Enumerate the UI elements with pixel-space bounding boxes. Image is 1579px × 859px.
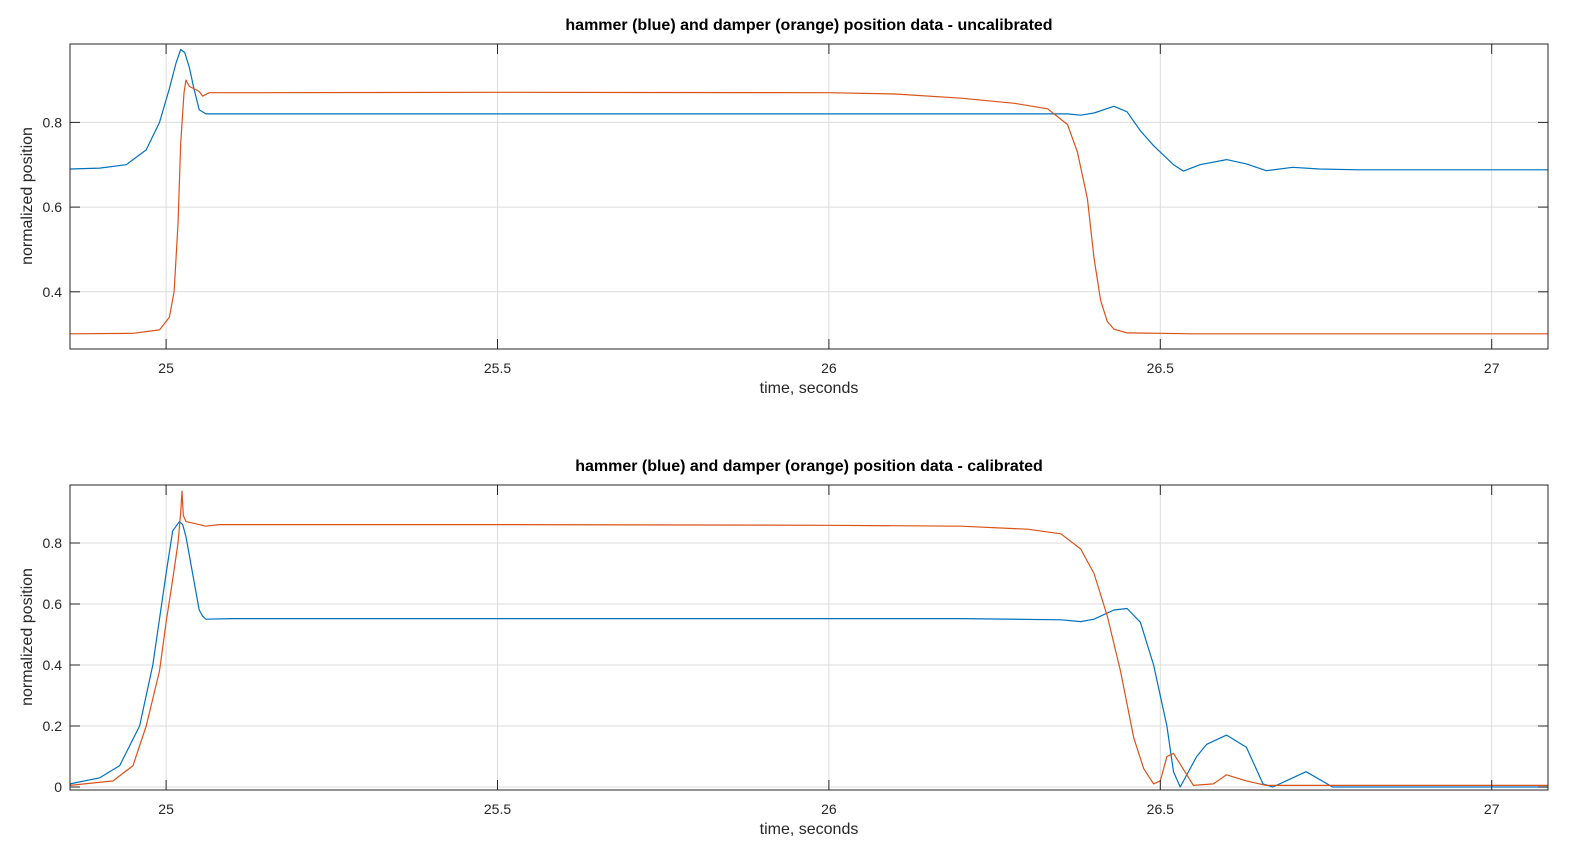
x-tick-label: 25 bbox=[158, 801, 174, 817]
chart-title: hammer (blue) and damper (orange) positi… bbox=[565, 17, 1052, 34]
y-tick-label: 0.2 bbox=[43, 718, 63, 734]
axes-frame bbox=[69, 43, 1549, 350]
damper-series-line bbox=[69, 79, 1548, 335]
y-tick-label: 0.6 bbox=[43, 199, 63, 215]
y-axis-label: normalized position bbox=[19, 568, 36, 706]
hammer-series-line bbox=[69, 520, 1548, 788]
x-tick-label: 25.5 bbox=[484, 360, 511, 376]
damper-series-line bbox=[69, 490, 1548, 787]
x-tick-label: 26 bbox=[821, 360, 837, 376]
y-tick-label: 0.4 bbox=[43, 657, 63, 673]
x-tick-label: 26.5 bbox=[1147, 360, 1174, 376]
x-tick-label: 26.5 bbox=[1147, 801, 1174, 817]
y-tick-label: 0.8 bbox=[43, 114, 63, 130]
y-tick-label: 0.8 bbox=[43, 535, 63, 551]
chart-panel-calibrated: hammer (blue) and damper (orange) positi… bbox=[19, 458, 1549, 838]
y-tick-label: 0.4 bbox=[43, 284, 63, 300]
x-tick-label: 27 bbox=[1484, 801, 1500, 817]
x-tick-label: 25.5 bbox=[484, 801, 511, 817]
y-tick-label: 0 bbox=[54, 779, 62, 795]
x-axis-label: time, seconds bbox=[760, 380, 859, 397]
chart-title: hammer (blue) and damper (orange) positi… bbox=[575, 458, 1043, 475]
axes-frame bbox=[69, 484, 1549, 791]
x-tick-label: 25 bbox=[158, 360, 174, 376]
x-tick-label: 27 bbox=[1484, 360, 1500, 376]
y-axis-label: normalized position bbox=[19, 127, 36, 265]
y-tick-label: 0.6 bbox=[43, 596, 63, 612]
x-tick-label: 26 bbox=[821, 801, 837, 817]
x-axis-label: time, seconds bbox=[760, 821, 859, 838]
chart-panel-uncalibrated: hammer (blue) and damper (orange) positi… bbox=[19, 17, 1549, 397]
hammer-series-line bbox=[69, 48, 1548, 172]
